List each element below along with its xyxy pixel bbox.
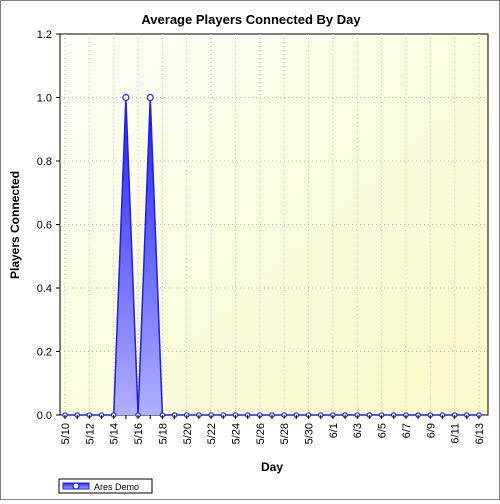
x-tick-label: 5/28 (279, 423, 291, 444)
x-tick-label: 5/30 (304, 423, 316, 444)
y-tick-label: 0.6 (37, 220, 52, 232)
legend: Ares Demo (58, 478, 153, 494)
x-axis: 5/10 5/12 5/14 5/16 5/18 5/20 5/22 5/24 5/26 5/28… (60, 415, 486, 444)
x-tick-label: 5/16 (133, 423, 145, 444)
y-tick-label: 0.2 (37, 347, 52, 359)
grid-lines (60, 34, 488, 415)
y-tick-label: 0.8 (37, 156, 52, 168)
data-point (146, 93, 154, 102)
series-area (65, 97, 479, 415)
chart-title: Average Players Connected By Day (141, 12, 361, 27)
x-tick-label: 6/13 (474, 423, 486, 444)
x-tick-label: 5/10 (60, 423, 72, 444)
x-tick-label: 5/18 (157, 423, 169, 444)
x-tick-label: 5/26 (255, 423, 267, 444)
x-tick-label: 5/14 (109, 423, 121, 444)
y-axis-label: Players Connected (8, 171, 22, 279)
y-tick-label: 1.0 (37, 93, 52, 105)
x-tick-label: 6/1 (328, 423, 340, 438)
x-axis-label: Day (261, 460, 283, 474)
legend-label: Ares Demo (94, 482, 139, 492)
y-axis: 0.0 0.2 0.4 0.6 0.8 1.0 1.2 (37, 29, 60, 422)
x-tick-label: 5/22 (206, 423, 218, 444)
y-tick-label: 0.4 (37, 283, 52, 295)
x-tick-label: 5/12 (84, 423, 96, 444)
x-tick-label: 6/5 (377, 423, 389, 438)
x-tick-label: 5/24 (230, 423, 242, 444)
data-point (122, 93, 130, 102)
x-tick-label: 6/7 (401, 423, 413, 438)
x-tick-label: 5/20 (182, 423, 194, 444)
y-tick-label: 0.0 (37, 410, 52, 422)
x-tick-label: 6/3 (352, 423, 364, 438)
legend-marker (72, 482, 80, 490)
x-tick-label: 6/11 (450, 423, 462, 444)
y-tick-label: 1.2 (37, 29, 52, 41)
x-tick-label: 6/9 (425, 423, 437, 438)
